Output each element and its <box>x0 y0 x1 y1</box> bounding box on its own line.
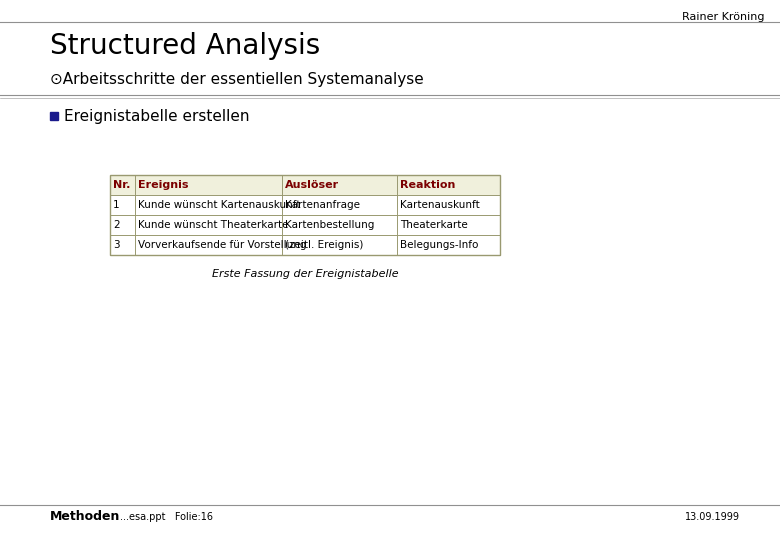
Text: Methoden: Methoden <box>50 510 120 523</box>
Text: (zeitl. Ereignis): (zeitl. Ereignis) <box>285 240 363 250</box>
Text: Reaktion: Reaktion <box>399 180 455 190</box>
Bar <box>50 112 58 120</box>
Text: Ereignistabelle erstellen: Ereignistabelle erstellen <box>64 109 250 124</box>
Bar <box>110 175 500 195</box>
Bar <box>110 215 500 235</box>
Text: ⊙Arbeitsschritte der essentiellen Systemanalyse: ⊙Arbeitsschritte der essentiellen System… <box>50 72 424 87</box>
Text: Nr.: Nr. <box>113 180 130 190</box>
Text: Kartenanfrage: Kartenanfrage <box>285 200 360 210</box>
Bar <box>110 235 500 255</box>
Text: Erste Fassung der Ereignistabelle: Erste Fassung der Ereignistabelle <box>211 269 399 279</box>
Text: 13.09.1999: 13.09.1999 <box>685 512 740 522</box>
Text: 1: 1 <box>113 200 119 210</box>
Text: Belegungs-Info: Belegungs-Info <box>399 240 478 250</box>
Text: Kunde wünscht Theaterkarte: Kunde wünscht Theaterkarte <box>138 220 289 230</box>
Text: 3: 3 <box>113 240 119 250</box>
Text: Kunde wünscht Kartenauskunft: Kunde wünscht Kartenauskunft <box>138 200 301 210</box>
Text: Ereignis: Ereignis <box>138 180 189 190</box>
Text: Structured Analysis: Structured Analysis <box>50 32 321 60</box>
Text: Kartenbestellung: Kartenbestellung <box>285 220 374 230</box>
Text: 2: 2 <box>113 220 119 230</box>
Text: Vorverkaufsende für Vorstellung: Vorverkaufsende für Vorstellung <box>138 240 307 250</box>
Text: Rainer Kröning: Rainer Kröning <box>682 12 765 22</box>
Bar <box>110 195 500 215</box>
Text: ...esa.ppt   Folie:16: ...esa.ppt Folie:16 <box>120 512 213 522</box>
Text: Auslöser: Auslöser <box>285 180 339 190</box>
Text: Kartenauskunft: Kartenauskunft <box>399 200 480 210</box>
Bar <box>110 175 500 255</box>
Text: Theaterkarte: Theaterkarte <box>399 220 467 230</box>
